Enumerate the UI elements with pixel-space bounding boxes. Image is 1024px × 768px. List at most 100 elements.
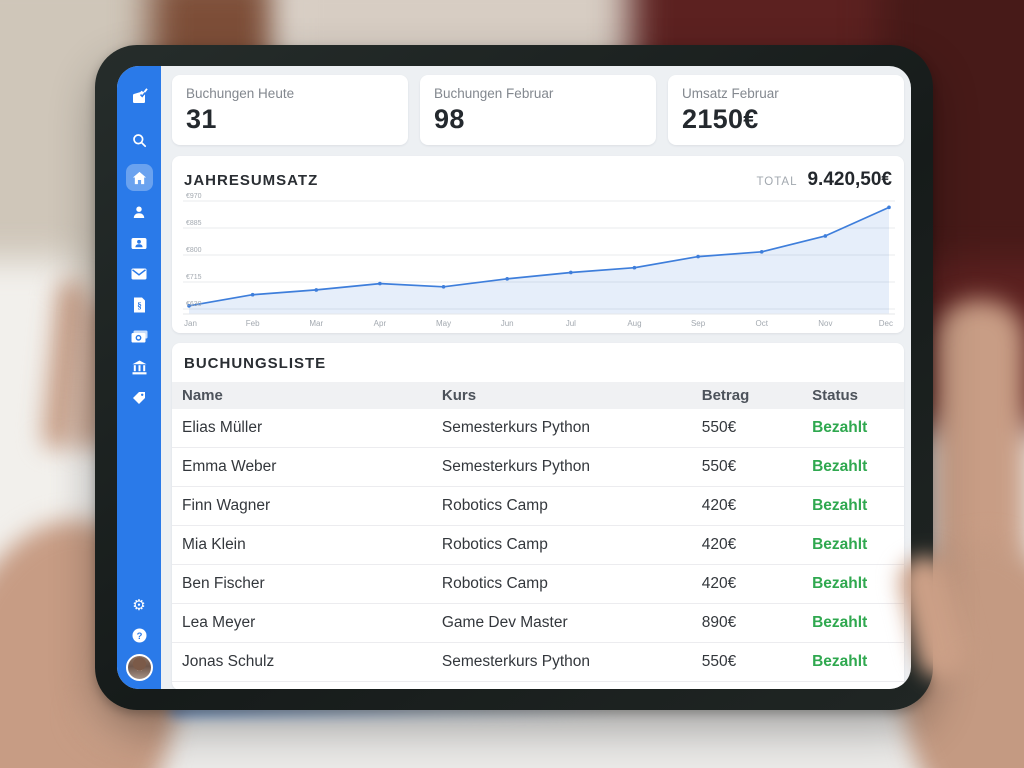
column-header-betrag: Betrag xyxy=(701,387,750,404)
cell-status: Bezahlt xyxy=(812,419,868,436)
cell-status: Bezahlt xyxy=(812,536,868,553)
svg-text:Feb: Feb xyxy=(246,319,260,328)
chart-total: TOTAL 9.420,50€ xyxy=(756,169,892,191)
cell-kurs: Robotics Camp xyxy=(441,575,548,592)
cell-name: Lea Meyer xyxy=(182,614,256,631)
table-body: Elias Müller Semesterkurs Python 550€ Be… xyxy=(172,409,904,682)
sidebar-item-contacts[interactable] xyxy=(125,231,153,255)
svg-text:€715: €715 xyxy=(186,274,202,281)
table-row[interactable]: Ben Fischer Robotics Camp 420€ Bezahlt xyxy=(172,565,904,604)
revenue-chart-svg: €970 €885 €800 €715 €630 Jan Feb Mar Apr May Jun Ju… xyxy=(183,193,895,328)
sidebar-item-payments[interactable] xyxy=(125,324,153,348)
cell-kurs: Semesterkurs Python xyxy=(441,458,591,475)
dashboard-content: Buchungen Heute 31 Buchungen Februar 98 … xyxy=(161,66,911,689)
total-label: TOTAL xyxy=(756,176,798,188)
cell-betrag: 420€ xyxy=(701,497,737,514)
stat-card-value: 31 xyxy=(186,104,217,134)
tablet-screen: § xyxy=(117,66,911,689)
total-value: 9.420,50€ xyxy=(807,169,892,190)
svg-text:Oct: Oct xyxy=(756,319,769,328)
cell-status: Bezahlt xyxy=(812,653,868,670)
sidebar-bottom: ⚙ ? xyxy=(117,593,161,681)
sidebar-item-mail[interactable] xyxy=(125,262,153,286)
cell-name: Emma Weber xyxy=(182,458,277,475)
svg-text:Mar: Mar xyxy=(309,319,323,328)
svg-text:Jul: Jul xyxy=(566,319,576,328)
stat-card-label: Umsatz Februar xyxy=(682,86,779,101)
table-row[interactable]: Elias Müller Semesterkurs Python 550€ Be… xyxy=(172,409,904,448)
cell-betrag: 420€ xyxy=(701,536,737,553)
svg-text:May: May xyxy=(436,319,451,328)
svg-text:Nov: Nov xyxy=(818,319,832,328)
settings-gear-icon: ⚙ xyxy=(132,596,146,614)
sidebar-item-home[interactable] xyxy=(125,164,153,191)
cell-name: Mia Klein xyxy=(182,536,246,553)
column-header-kurs: Kurs xyxy=(441,387,477,404)
app-logo-icon xyxy=(132,88,148,103)
sidebar-item-bank[interactable] xyxy=(125,355,153,379)
table-row[interactable]: Jonas Schulz Semesterkurs Python 550€ Be… xyxy=(172,643,904,682)
svg-text:Jan: Jan xyxy=(184,319,197,328)
svg-text:€970: €970 xyxy=(186,193,202,200)
user-icon xyxy=(133,206,145,218)
mail-icon xyxy=(131,268,147,280)
cell-name: Finn Wagner xyxy=(182,497,271,514)
table-row[interactable]: Mia Klein Robotics Camp 420€ Bezahlt xyxy=(172,526,904,565)
cell-betrag: 550€ xyxy=(701,419,737,436)
table-row[interactable]: Emma Weber Semesterkurs Python 550€ Beza… xyxy=(172,448,904,487)
svg-text:€800: €800 xyxy=(186,247,202,254)
tablet-frame: § xyxy=(95,45,933,710)
svg-text:Dec: Dec xyxy=(879,319,893,328)
stat-card: Buchungen Heute 31 xyxy=(172,75,408,145)
sidebar-item-settings[interactable]: ⚙ xyxy=(125,593,153,617)
cell-name: Ben Fischer xyxy=(182,575,265,592)
sidebar-item-search[interactable] xyxy=(125,128,153,152)
stat-card-value: 98 xyxy=(434,104,465,134)
svg-text:?: ? xyxy=(136,631,142,642)
cell-name: Jonas Schulz xyxy=(182,653,275,670)
table-row[interactable]: Finn Wagner Robotics Camp 420€ Bezahlt xyxy=(172,487,904,526)
cell-status: Bezahlt xyxy=(812,614,868,631)
cell-betrag: 550€ xyxy=(701,458,737,475)
cell-status: Bezahlt xyxy=(812,497,868,514)
cell-kurs: Robotics Camp xyxy=(441,536,548,553)
revenue-chart-panel: JAHRESUMSATZ TOTAL 9.420,50€ €970 €885 €80… xyxy=(172,156,904,333)
help-icon: ? xyxy=(132,628,146,642)
cell-betrag: 890€ xyxy=(701,614,737,631)
sidebar-item-user[interactable] xyxy=(125,200,153,224)
svg-text:Jun: Jun xyxy=(501,319,514,328)
sidebar-item-invoices[interactable]: § xyxy=(125,293,153,317)
search-icon xyxy=(132,133,146,147)
user-avatar[interactable] xyxy=(125,654,153,681)
sidebar-item-help[interactable]: ? xyxy=(125,623,153,647)
right-hand xyxy=(935,300,1024,580)
stat-card-value: 2150€ xyxy=(682,104,759,134)
bank-icon xyxy=(132,360,146,374)
sidebar-item-tags[interactable] xyxy=(125,386,153,410)
cell-betrag: 550€ xyxy=(701,653,737,670)
cell-kurs: Semesterkurs Python xyxy=(441,653,591,670)
svg-text:€885: €885 xyxy=(186,220,202,227)
table-title: BUCHUNGSLISTE xyxy=(184,355,327,372)
contact-card-icon xyxy=(131,237,147,249)
cell-kurs: Game Dev Master xyxy=(441,614,568,631)
table-row[interactable]: Lea Meyer Game Dev Master 890€ Bezahlt xyxy=(172,604,904,643)
tag-icon xyxy=(133,392,145,404)
svg-text:Aug: Aug xyxy=(627,319,641,328)
cell-status: Bezahlt xyxy=(812,458,868,475)
cell-kurs: Robotics Camp xyxy=(441,497,548,514)
column-header-name: Name xyxy=(182,387,223,404)
cell-kurs: Semesterkurs Python xyxy=(441,419,591,436)
bookings-panel: BUCHUNGSLISTE Name Kurs Betrag Status El… xyxy=(172,343,904,689)
cell-name: Elias Müller xyxy=(182,419,263,436)
money-icon xyxy=(131,330,147,342)
svg-text:§: § xyxy=(137,301,142,311)
app-logo[interactable] xyxy=(125,84,153,108)
table-header: Name Kurs Betrag Status xyxy=(172,382,904,409)
svg-text:Sep: Sep xyxy=(691,319,706,328)
stat-cards: Buchungen Heute 31 Buchungen Februar 98 … xyxy=(172,75,904,145)
stat-card-label: Buchungen Heute xyxy=(186,86,295,101)
stat-card-label: Buchungen Februar xyxy=(434,86,554,101)
stat-card: Umsatz Februar 2150€ xyxy=(668,75,904,145)
